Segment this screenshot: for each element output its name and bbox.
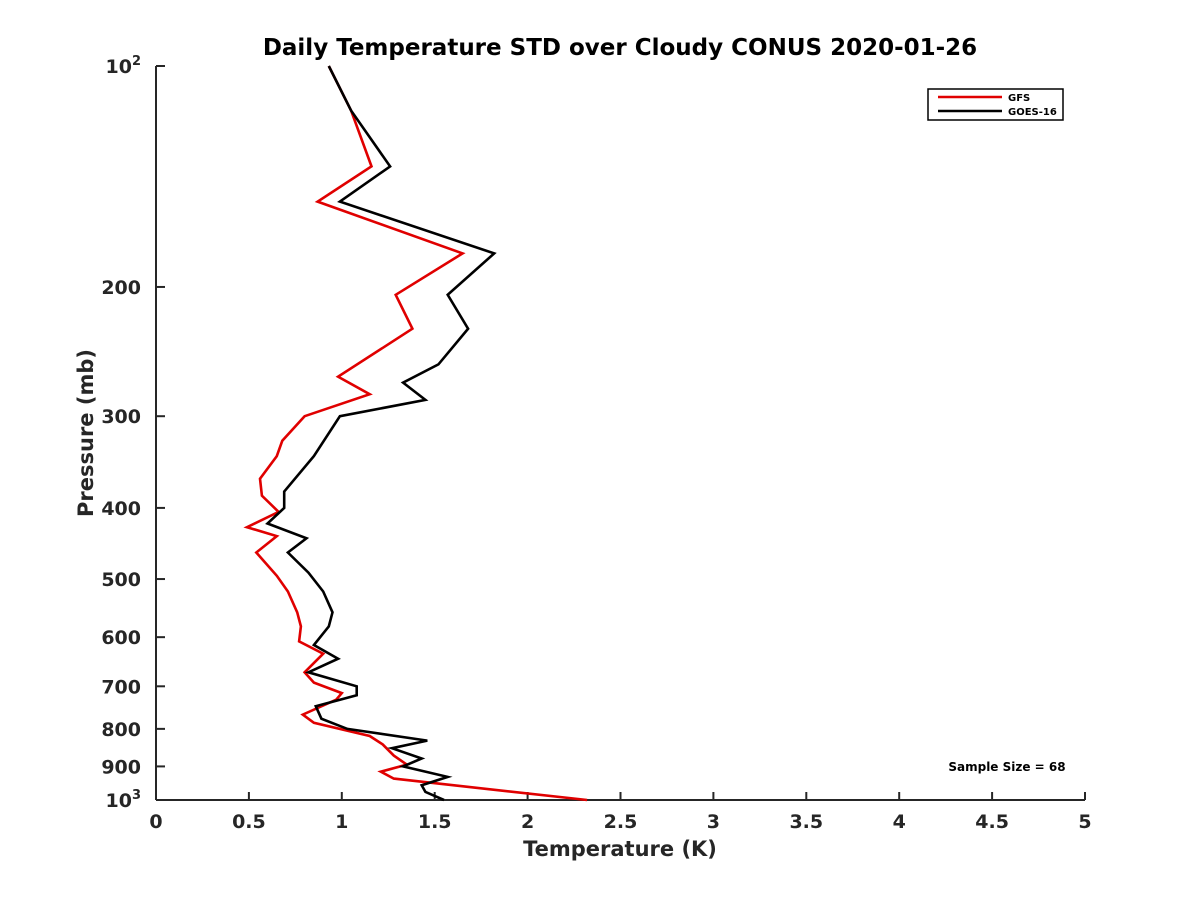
y-tick-label: 500 [101, 569, 141, 591]
x-tick-label: 4 [893, 811, 906, 833]
sample-size-annotation: Sample Size = 68 [948, 760, 1065, 774]
series-line-goes16 [265, 65, 497, 802]
y-axis-label: Pressure (mb) [74, 349, 98, 517]
y-tick-label: 600 [101, 627, 141, 649]
series-lines [243, 65, 588, 802]
legend-label-gfs: GFS [1008, 93, 1030, 104]
x-tick-label: 4.5 [975, 811, 1009, 833]
y-tick-label: 200 [101, 277, 141, 299]
legend: GFS GOES-16 [927, 88, 1064, 121]
x-tick-label: 3.5 [789, 811, 823, 833]
x-ticks: 0 0.5 1 1.5 2 2.5 3 3.5 4 4.5 5 [149, 792, 1092, 833]
x-axis-label: Temperature (K) [523, 837, 717, 861]
series-line-gfs [243, 65, 588, 802]
x-tick-label: 1 [335, 811, 348, 833]
y-tick-label: 400 [101, 498, 141, 520]
x-tick-label: 2.5 [604, 811, 638, 833]
x-tick-label: 3 [707, 811, 720, 833]
y-tick-label: 700 [101, 676, 141, 698]
legend-box [927, 88, 1064, 121]
chart-title: Daily Temperature STD over Cloudy CONUS … [263, 35, 977, 61]
plot-area: 0 0.5 1 1.5 2 2.5 3 3.5 4 4.5 5 102 200 300 400 500 600… [101, 54, 1091, 833]
x-tick-label: 5 [1078, 811, 1091, 833]
y-tick-label: 900 [101, 756, 141, 778]
x-tick-label: 2 [521, 811, 534, 833]
x-tick-label: 0 [149, 811, 162, 833]
y-tick-label: 102 [106, 54, 142, 78]
y-tick-label: 103 [106, 788, 142, 812]
y-ticks: 102 200 300 400 500 600 700 800 900 103 [101, 54, 165, 812]
y-tick-label: 800 [101, 719, 141, 741]
legend-label-goes16: GOES-16 [1008, 107, 1057, 118]
x-tick-label: 1.5 [418, 811, 452, 833]
x-tick-label: 0.5 [232, 811, 266, 833]
y-tick-label: 300 [101, 406, 141, 428]
